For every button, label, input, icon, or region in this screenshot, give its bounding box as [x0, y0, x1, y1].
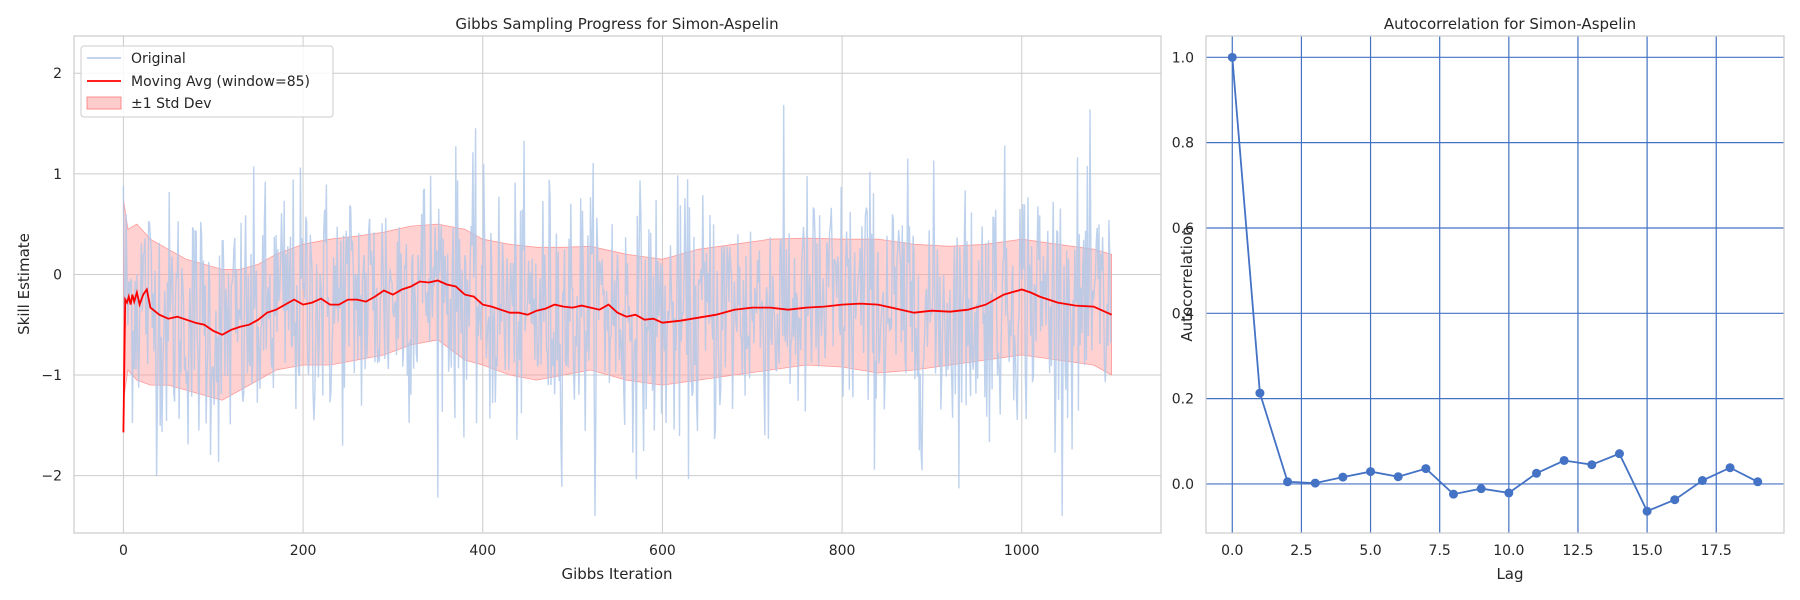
acf-point: [1310, 478, 1320, 488]
acf-y-tick-label: 0.8: [1172, 136, 1194, 152]
acf-axes-frame: [1205, 35, 1785, 534]
original-trace: [122, 104, 1112, 516]
trace-y-tick-label: 2: [53, 66, 62, 82]
legend-box: [80, 45, 334, 118]
trace-y-ticks: −2 −1 0 1 2: [41, 66, 62, 484]
acf-point: [1614, 449, 1624, 459]
acf-x-tick-label: 10.0: [1493, 543, 1524, 559]
legend-moving-avg-label: Moving Avg (window=85): [131, 74, 310, 90]
moving-average-line: [122, 279, 1112, 433]
legend-original-label: Original: [131, 51, 186, 67]
acf-x-axis-label: Lag: [1496, 565, 1523, 583]
acf-x-tick-label: 12.5: [1562, 543, 1593, 559]
trace-x-ticks: 0 200 400 600 800 1000: [119, 543, 1040, 559]
acf-x-ticks: 0.0 2.5 5.0 7.5 10.0 12.5 15.0 17.5: [1221, 543, 1732, 559]
acf-point: [1531, 468, 1541, 478]
acf-x-tick-label: 17.5: [1701, 543, 1732, 559]
trace-y-axis-label: Skill Estimate: [15, 233, 33, 335]
acf-x-tick-label: 15.0: [1632, 543, 1663, 559]
acf-point: [1338, 472, 1348, 482]
trace-x-tick-label: 1000: [1004, 543, 1040, 559]
acf-points: [1227, 52, 1763, 516]
acf-y-axis-label: Autocorrelation: [1178, 226, 1196, 341]
autocorrelation-panel: Autocorrelation for Simon-Aspelin 0.0 2.5…: [1172, 15, 1785, 583]
acf-y-ticks: 0.0 0.2 0.4 0.6 0.8 1.0: [1172, 50, 1194, 493]
acf-point: [1504, 488, 1514, 498]
acf-y-tick-label: 0.4: [1172, 306, 1194, 322]
acf-point: [1393, 472, 1403, 482]
trace-title: Gibbs Sampling Progress for Simon-Aspeli…: [455, 15, 778, 33]
acf-gridlines: [1206, 36, 1784, 533]
legend-std-dev-swatch: [86, 96, 122, 110]
acf-point: [1476, 484, 1486, 494]
acf-point: [1587, 460, 1597, 470]
trace-x-axis-label: Gibbs Iteration: [561, 565, 672, 583]
trace-x-tick-label: 400: [469, 543, 496, 559]
trace-legend: Original Moving Avg (window=85) ±1 Std D…: [80, 45, 334, 118]
original-trace-path: [122, 104, 1112, 516]
acf-point: [1642, 506, 1652, 516]
acf-y-tick-label: 0.6: [1172, 221, 1194, 237]
acf-y-tick-label: 1.0: [1172, 50, 1194, 66]
acf-point: [1670, 495, 1680, 505]
acf-line-path: [1231, 57, 1759, 513]
acf-title: Autocorrelation for Simon-Aspelin: [1384, 15, 1636, 33]
legend-std-dev-label: ±1 Std Dev: [131, 96, 211, 112]
acf-point: [1725, 463, 1735, 473]
trace-y-tick-label: −1: [41, 368, 62, 384]
acf-x-tick-label: 0.0: [1221, 543, 1243, 559]
moving-average-path: [122, 279, 1112, 433]
acf-x-tick-label: 5.0: [1359, 543, 1381, 559]
trace-x-tick-label: 600: [649, 543, 676, 559]
acf-y-tick-label: 0.0: [1172, 477, 1194, 493]
acf-point: [1421, 464, 1431, 474]
acf-x-tick-label: 7.5: [1429, 543, 1451, 559]
acf-point: [1559, 455, 1569, 465]
acf-point: [1449, 489, 1459, 499]
acf-point: [1753, 477, 1763, 487]
acf-x-tick-label: 2.5: [1290, 543, 1312, 559]
acf-point: [1366, 467, 1376, 477]
acf-line: [1231, 57, 1759, 513]
acf-point: [1697, 476, 1707, 486]
trace-y-tick-label: −2: [41, 469, 62, 485]
trace-panel: Gibbs Sampling Progress for Simon-Aspeli…: [15, 15, 1162, 583]
acf-point: [1283, 477, 1293, 487]
trace-x-tick-label: 800: [829, 543, 856, 559]
trace-y-tick-label: 0: [53, 267, 62, 283]
trace-x-tick-label: 0: [119, 543, 128, 559]
trace-y-tick-label: 1: [53, 167, 62, 183]
acf-point: [1255, 388, 1265, 398]
trace-x-tick-label: 200: [290, 543, 317, 559]
acf-y-tick-label: 0.2: [1172, 392, 1194, 408]
trace-axes-frame: [73, 35, 1162, 534]
acf-point: [1227, 52, 1237, 62]
